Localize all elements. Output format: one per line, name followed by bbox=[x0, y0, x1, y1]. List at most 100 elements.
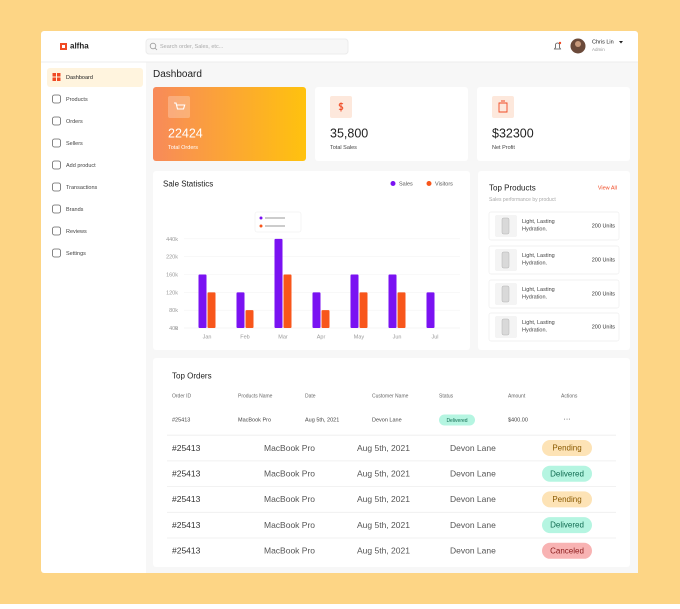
bar bbox=[426, 292, 435, 328]
nav-hit[interactable] bbox=[47, 90, 143, 109]
product-units: 200 Units bbox=[592, 291, 615, 297]
nav-icon bbox=[52, 77, 56, 81]
nav-hit[interactable] bbox=[47, 244, 143, 263]
stat-label: Total Orders bbox=[168, 145, 198, 151]
status-pill bbox=[439, 414, 475, 426]
bell-icon[interactable] bbox=[553, 42, 562, 50]
bar bbox=[207, 292, 216, 328]
nav-icon bbox=[57, 77, 61, 81]
legend-dot bbox=[426, 181, 432, 186]
nav-hit[interactable] bbox=[47, 222, 143, 241]
nav-item: Orders bbox=[66, 119, 83, 125]
bar bbox=[397, 292, 406, 328]
stat-card bbox=[477, 87, 630, 161]
cart-icon bbox=[174, 102, 186, 110]
y-tick-label: 440k bbox=[166, 237, 178, 243]
bar bbox=[245, 310, 254, 328]
search-box[interactable] bbox=[145, 38, 349, 55]
nav-hit[interactable] bbox=[47, 178, 143, 197]
y-tick-label: 160k bbox=[166, 272, 178, 278]
brand: alfha bbox=[70, 42, 89, 51]
order-cell: #25413 bbox=[172, 520, 201, 530]
legend-label: Sales bbox=[399, 181, 413, 187]
nav-item: Products bbox=[66, 97, 88, 103]
product-row bbox=[488, 211, 620, 241]
nav-item: Add product bbox=[66, 163, 96, 169]
status-text: Delivered bbox=[446, 418, 467, 424]
order-cell: Devon Lane bbox=[450, 546, 496, 556]
product-bottle bbox=[501, 251, 510, 269]
product-bottle bbox=[501, 318, 510, 336]
stat-value: 35,800 bbox=[330, 126, 368, 140]
product-row bbox=[488, 279, 620, 309]
product-bottle bbox=[501, 285, 510, 303]
nav-icon bbox=[52, 73, 56, 77]
bar bbox=[274, 238, 283, 328]
order-cell: #25413 bbox=[172, 417, 190, 423]
avatar-face bbox=[575, 41, 581, 47]
status-pill bbox=[542, 440, 592, 456]
nav-icon bbox=[52, 116, 61, 126]
stat-label: Net Profit bbox=[492, 145, 515, 151]
x-tick-label: Jun bbox=[393, 334, 402, 340]
x-tick-label: Jul bbox=[431, 334, 438, 340]
nav-item: Transactions bbox=[66, 185, 98, 191]
nav-icon bbox=[52, 160, 61, 170]
order-cell: Devon Lane bbox=[372, 417, 402, 423]
column-header: Actions bbox=[561, 393, 578, 399]
row-actions[interactable]: ··· bbox=[564, 416, 571, 423]
x-tick-label: Feb bbox=[240, 334, 249, 340]
bar bbox=[198, 274, 207, 328]
nav-hit[interactable] bbox=[47, 68, 143, 87]
status-text: Canceled bbox=[550, 546, 584, 555]
status-text: Delivered bbox=[550, 469, 584, 478]
x-tick-label: Mar bbox=[278, 334, 288, 340]
products-subtitle: Sales performance by product bbox=[489, 197, 556, 203]
nav-item: Sellers bbox=[66, 141, 83, 147]
nav-item: Dashboard bbox=[66, 75, 93, 81]
product-units: 200 Units bbox=[592, 257, 615, 263]
nav-item: Brands bbox=[66, 207, 84, 213]
nav-hit[interactable] bbox=[47, 112, 143, 131]
column-header: Products Name bbox=[238, 393, 273, 399]
nav-hit[interactable] bbox=[47, 200, 143, 219]
nav-hit[interactable] bbox=[47, 156, 143, 175]
product-bottle bbox=[501, 217, 510, 235]
order-cell: $400.00 bbox=[508, 417, 528, 423]
nav-icon bbox=[57, 73, 61, 77]
order-cell: #25413 bbox=[172, 546, 201, 556]
y-tick-label: 220k bbox=[166, 255, 178, 261]
status-text: Pending bbox=[552, 495, 581, 504]
tooltip-line bbox=[265, 217, 285, 219]
column-header: Amount bbox=[508, 393, 526, 399]
product-name: Light, Lasting Hydration. bbox=[522, 320, 555, 334]
product-name: Light, Lasting Hydration. bbox=[522, 253, 555, 267]
nav-icon bbox=[52, 226, 61, 236]
user-menu-caret[interactable] bbox=[619, 41, 623, 44]
orders-title: Top Orders bbox=[172, 372, 212, 381]
wallet-icon bbox=[498, 100, 508, 113]
bar bbox=[312, 292, 321, 328]
page-title: Dashboard bbox=[153, 69, 202, 80]
nav-active-bg bbox=[47, 68, 143, 87]
product-row bbox=[488, 245, 620, 275]
order-cell: Aug 5th, 2021 bbox=[357, 468, 410, 478]
product-name: Light, Lasting Hydration. bbox=[522, 287, 555, 301]
nav-icon bbox=[52, 94, 61, 104]
nav-hit[interactable] bbox=[47, 134, 143, 153]
stat-card bbox=[315, 87, 468, 161]
stat-label: Total Sales bbox=[330, 145, 357, 151]
nav-icon bbox=[52, 182, 61, 192]
status-text: Delivered bbox=[550, 521, 584, 530]
order-cell: #25413 bbox=[172, 468, 201, 478]
product-row bbox=[488, 312, 620, 342]
view-all-link[interactable]: View All bbox=[598, 185, 617, 191]
notification-dot bbox=[558, 41, 562, 45]
bar bbox=[350, 274, 359, 328]
order-cell: Devon Lane bbox=[450, 520, 496, 530]
status-pill bbox=[542, 517, 592, 534]
bar bbox=[321, 310, 330, 328]
column-header: Order ID bbox=[172, 393, 192, 399]
order-cell: Devon Lane bbox=[450, 443, 496, 453]
order-cell: Aug 5th, 2021 bbox=[357, 520, 410, 530]
